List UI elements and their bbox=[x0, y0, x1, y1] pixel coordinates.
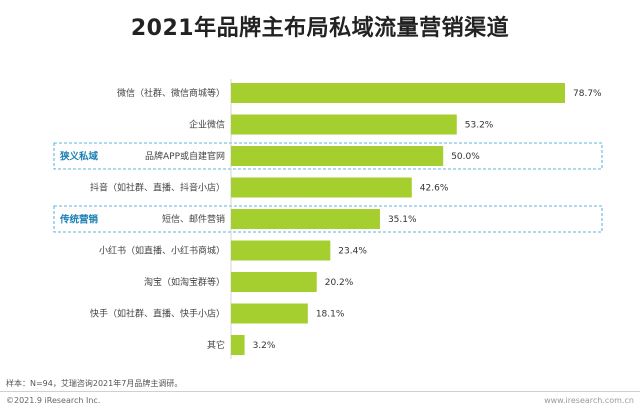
bar bbox=[231, 240, 331, 261]
bar bbox=[231, 83, 565, 103]
value-label: 50.0% bbox=[451, 152, 480, 162]
site-url: www.iresearch.com.cn bbox=[544, 396, 634, 405]
copyright-text: ©2021.9 iResearch Inc. bbox=[6, 396, 101, 405]
category-label: 淘宝（如淘宝群等） bbox=[144, 276, 225, 288]
bar bbox=[231, 303, 308, 324]
value-label: 20.2% bbox=[325, 278, 354, 288]
value-label: 78.7% bbox=[573, 89, 602, 99]
category-label: 小红书（如直播、小红书商城） bbox=[99, 245, 225, 257]
value-label: 42.6% bbox=[420, 184, 449, 194]
category-label: 抖音（如社群、直播、抖音小店） bbox=[90, 182, 225, 194]
category-label: 其它 bbox=[207, 339, 225, 351]
footer-divider bbox=[0, 391, 640, 392]
category-label: 短信、邮件营销 bbox=[162, 213, 225, 225]
bar bbox=[231, 209, 380, 229]
chart-title: 2021年品牌主布局私域流量营销渠道 bbox=[130, 16, 510, 41]
bar bbox=[231, 146, 444, 166]
highlight-box bbox=[53, 142, 603, 170]
bar bbox=[231, 335, 245, 355]
value-label: 23.4% bbox=[338, 247, 367, 257]
highlight-group-label: 传统营销 bbox=[59, 214, 99, 226]
category-label: 微信（社群、微信商城等） bbox=[117, 87, 225, 99]
category-label: 企业微信 bbox=[189, 119, 225, 131]
category-label: 快手（如社群、直播、快手小店） bbox=[90, 308, 225, 320]
value-label: 3.2% bbox=[253, 341, 276, 351]
bar bbox=[231, 114, 457, 135]
value-label: 18.1% bbox=[316, 310, 345, 320]
category-label: 品牌APP或自建官网 bbox=[145, 150, 225, 162]
highlight-box bbox=[53, 205, 603, 233]
bar bbox=[231, 177, 412, 198]
bar bbox=[231, 272, 317, 292]
highlight-group-label: 狭义私域 bbox=[59, 151, 99, 163]
sample-note: 样本：N=94，艾瑞咨询2021年7月品牌主调研。 bbox=[6, 379, 183, 388]
value-label: 53.2% bbox=[465, 121, 494, 131]
value-label: 35.1% bbox=[388, 215, 417, 225]
